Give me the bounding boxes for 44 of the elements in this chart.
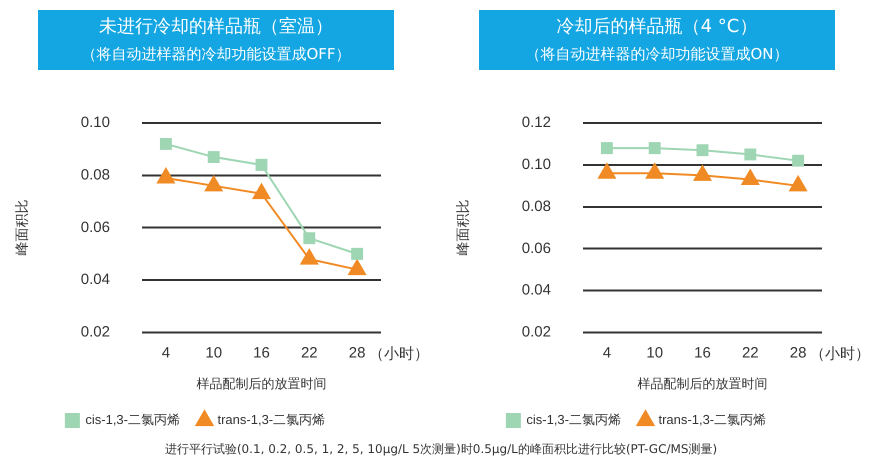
x-tick-label: 28	[790, 344, 806, 362]
point	[252, 184, 270, 200]
chart-subtitle: （将自动进样器的冷却功能设置成ON）	[524, 44, 790, 65]
y-tick-label: 0.08	[80, 166, 110, 184]
x-tick-label: 16	[694, 344, 711, 362]
legend-label: trans-1,3-二氯丙烯	[217, 412, 326, 428]
y-tick-label: 0.02	[522, 324, 551, 341]
chart-title: 冷却后的样品瓶（4 °C）	[556, 15, 758, 39]
x-tick-label: 22	[300, 344, 318, 362]
y-tick-label: 0.10	[522, 156, 551, 174]
point	[160, 138, 172, 150]
y-tick-label: 0.12	[522, 114, 551, 132]
legend-label: trans-1,3-二氯丙烯	[658, 412, 766, 428]
x-tick-label: 22	[742, 344, 759, 362]
x-axis-title: 样品配制后的放置时间	[637, 376, 768, 391]
point	[204, 176, 222, 192]
x-tick-label: 16	[253, 344, 270, 362]
y-tick-label: 0.06	[80, 218, 110, 236]
y-tick-label: 0.10	[80, 114, 110, 132]
x-tick-label: 10	[646, 344, 664, 362]
x-tick-label: 4	[602, 344, 612, 362]
text: （小时）	[369, 344, 430, 362]
text: （小时）	[810, 344, 870, 362]
legend-label: cis-1,3-二氯丙烯	[85, 412, 180, 428]
y-tick-label: 0.06	[522, 240, 551, 257]
chart-subtitle: （将自动进样器的冷却功能设置成OFF）	[80, 44, 352, 65]
point	[208, 151, 220, 163]
x-tick-label: 4	[162, 344, 170, 362]
point	[300, 249, 318, 265]
text: 进行平行试验(0.1, 0.2, 0.5, 1, 2, 5, 10μg/L 5次测量)时0.5μg/L的峰面积比进行比较(PT-GC/MS测量)	[164, 441, 718, 458]
point	[348, 260, 366, 276]
point	[157, 168, 175, 184]
x-tick-label: 10	[205, 344, 222, 362]
y-tick-label: 0.08	[522, 198, 551, 215]
legend-label: cis-1,3-二氯丙烯	[526, 412, 621, 428]
y-tick-label: 0.02	[80, 324, 110, 341]
y-tick-label: 0.04	[80, 271, 110, 288]
point	[256, 158, 268, 171]
y-axis-title: 峰面积比	[454, 200, 470, 256]
chart-title: 未进行冷却的样品瓶（室温）	[98, 15, 334, 39]
x-tick-label: 28	[348, 344, 366, 362]
y-axis-title: 峰面积比	[13, 200, 30, 256]
y-tick-label: 0.04	[522, 282, 551, 299]
x-axis-title: 样品配制后的放置时间	[196, 376, 326, 391]
